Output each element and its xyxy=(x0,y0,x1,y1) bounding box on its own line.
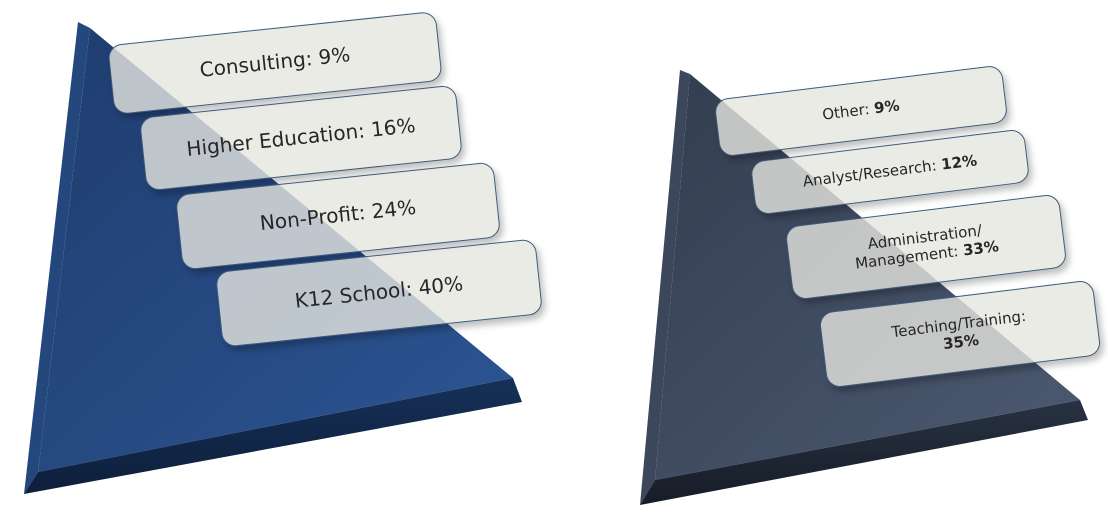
left-pyramid-left-edge xyxy=(24,22,90,494)
administration-management-value: 33% xyxy=(961,237,1000,260)
other-label-line: Other: 9% xyxy=(821,96,901,124)
right-pyramid-base-bevel xyxy=(640,400,1088,505)
right-pyramid-left-edge xyxy=(640,70,690,505)
analyst-research-value: 12% xyxy=(940,151,978,174)
analyst-research-label-line: Analyst/Research: 12% xyxy=(801,151,978,192)
teaching-training-value: 35% xyxy=(942,330,980,354)
left-pyramid-base-bevel xyxy=(24,378,522,494)
other-value: 9% xyxy=(873,96,901,118)
consulting-label: Consulting: 9% xyxy=(198,42,352,83)
analyst-research-label: Analyst/Research: xyxy=(801,156,938,191)
non-profit-label: Non-Profit: 24% xyxy=(258,195,418,236)
other-label: Other: xyxy=(821,100,871,124)
k12-school-label: K12 School: 40% xyxy=(293,271,465,313)
higher-education-label: Higher Education: 16% xyxy=(185,113,417,162)
